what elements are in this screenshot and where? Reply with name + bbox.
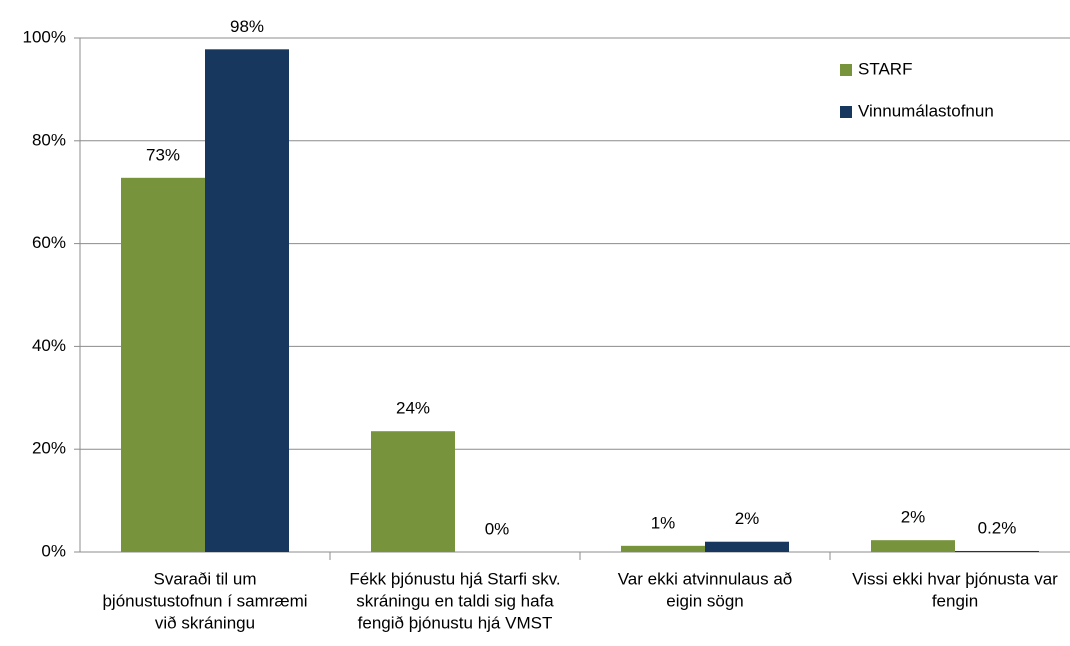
y-tick-label: 0% [41, 541, 66, 560]
x-tick-label: fengin [932, 591, 978, 610]
legend-label: Vinnumálastofnun [858, 101, 994, 120]
x-tick-label: eigin sögn [666, 591, 744, 610]
y-tick-label: 40% [32, 336, 66, 355]
legend-swatch [840, 106, 852, 118]
legend-swatch [840, 64, 852, 76]
y-tick-label: 100% [23, 27, 66, 46]
x-tick-label: Vissi ekki hvar þjónusta var [852, 569, 1058, 588]
legend-label: STARF [858, 59, 912, 78]
x-tick-label: fengið þjónustu hjá VMST [358, 613, 553, 632]
x-tick-label: skráningu en taldi sig hafa [356, 591, 554, 610]
bar [371, 431, 455, 552]
x-tick-label: Var ekki atvinnulaus að [618, 569, 793, 588]
bar [621, 545, 705, 552]
value-label: 2% [901, 508, 926, 527]
x-tick-label: Svaraði til um [154, 569, 257, 588]
value-label: 0.2% [978, 518, 1017, 537]
value-label: 24% [396, 399, 430, 418]
value-label: 98% [230, 17, 264, 36]
y-tick-label: 80% [32, 130, 66, 149]
x-tick-label: við skráningu [155, 613, 255, 632]
x-tick-label: þjónustustofnun í samræmi [102, 591, 307, 610]
bar [205, 49, 289, 553]
bar [121, 177, 205, 553]
value-label: 2% [735, 509, 760, 528]
y-tick-label: 20% [32, 439, 66, 458]
bar [705, 541, 789, 552]
x-tick-label: Fékk þjónustu hjá Starfi skv. [349, 569, 560, 588]
value-label: 1% [651, 513, 676, 532]
bar [955, 550, 1039, 552]
value-label: 73% [146, 145, 180, 164]
value-label: 0% [485, 519, 510, 538]
bar [871, 540, 955, 552]
y-tick-label: 60% [32, 233, 66, 252]
